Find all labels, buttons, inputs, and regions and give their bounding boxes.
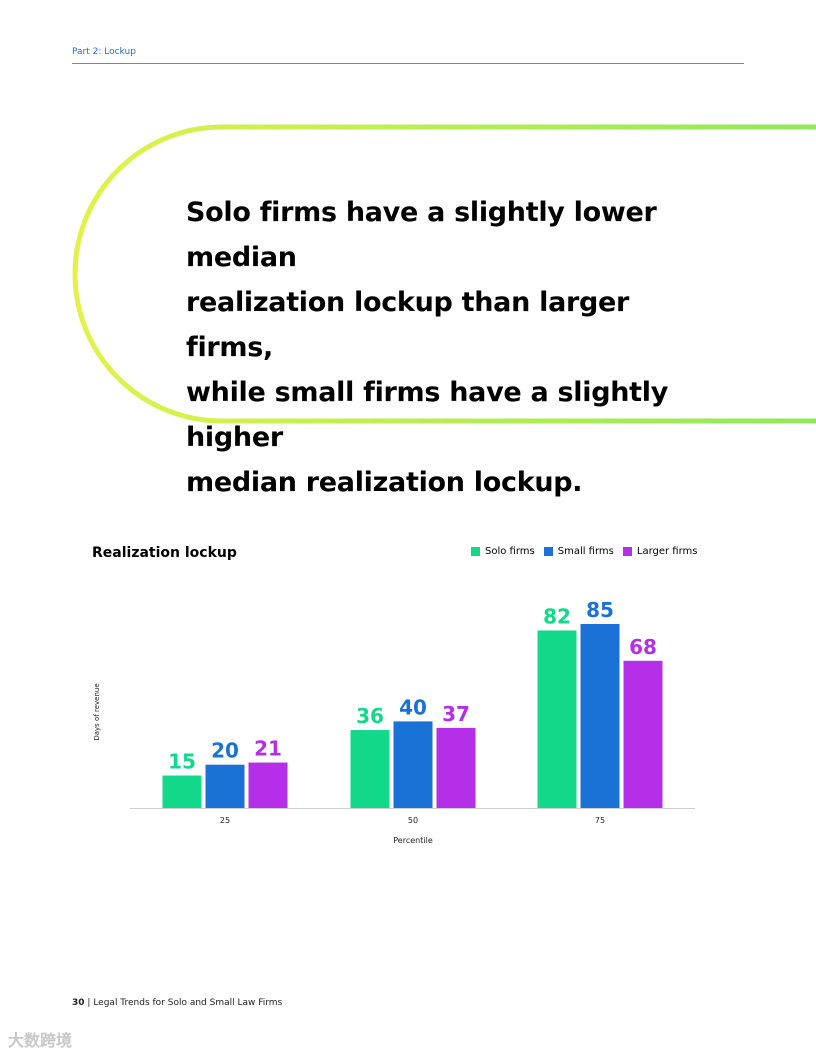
x-tick-label: 25 — [220, 816, 230, 825]
x-tick-label: 50 — [408, 816, 418, 825]
data-label: 37 — [442, 702, 470, 726]
page-number: 30 — [72, 998, 85, 1008]
callout-line: median realization lockup. — [186, 467, 583, 498]
legend-item-larger: Larger firms — [622, 546, 698, 557]
data-label: 68 — [629, 635, 657, 659]
bar-larger-firms-25 — [248, 762, 288, 808]
header-rule — [72, 63, 744, 64]
publication-title: Legal Trends for Solo and Small Law Firm… — [93, 998, 283, 1008]
legend-label-larger: Larger firms — [636, 546, 698, 557]
x-axis-label: Percentile — [393, 836, 433, 845]
legend-swatch-larger — [622, 547, 632, 556]
legend-label-small: Small firms — [557, 546, 614, 557]
callout-line: Solo firms have a slightly lower median — [186, 197, 657, 273]
callout-line: while small firms have a slightly higher — [186, 377, 669, 453]
y-axis-label: Days of revenue — [93, 683, 101, 740]
footer-separator: | — [87, 998, 91, 1008]
data-label: 40 — [399, 695, 427, 719]
legend-label-solo: Solo firms — [485, 546, 535, 557]
callout-line: realization lockup than larger firms, — [186, 287, 630, 363]
bar-small-firms-75 — [580, 623, 620, 808]
data-label: 36 — [356, 704, 384, 728]
page-footer: 30 | Legal Trends for Solo and Small Law… — [72, 998, 282, 1008]
bar-larger-firms-50 — [436, 727, 476, 808]
legend-swatch-small — [543, 547, 553, 556]
bar-solo-firms-25 — [162, 775, 202, 808]
data-label: 85 — [586, 598, 614, 622]
bar-solo-firms-50 — [350, 730, 390, 808]
callout-headline: Solo firms have a slightly lower median … — [186, 190, 706, 505]
header-section-label: Part 2: Lockup — [72, 47, 136, 57]
data-label: 15 — [168, 750, 196, 774]
legend-swatch-solo — [471, 547, 480, 556]
bar-small-firms-50 — [393, 721, 433, 808]
data-label: 82 — [543, 604, 571, 628]
chart-legend: Solo firms Small firms Larger firms — [471, 546, 707, 557]
data-label: 20 — [211, 739, 239, 763]
bar-small-firms-25 — [205, 764, 245, 808]
bar-larger-firms-75 — [623, 660, 663, 808]
legend-item-solo: Solo firms — [471, 546, 535, 557]
data-label: 21 — [254, 737, 282, 761]
watermark-text: 大数跨境 — [8, 1031, 73, 1050]
bar-solo-firms-75 — [537, 630, 577, 808]
legend-item-small: Small firms — [543, 546, 614, 557]
x-tick-label: 75 — [595, 816, 605, 825]
chart-title: Realization lockup — [92, 545, 237, 561]
